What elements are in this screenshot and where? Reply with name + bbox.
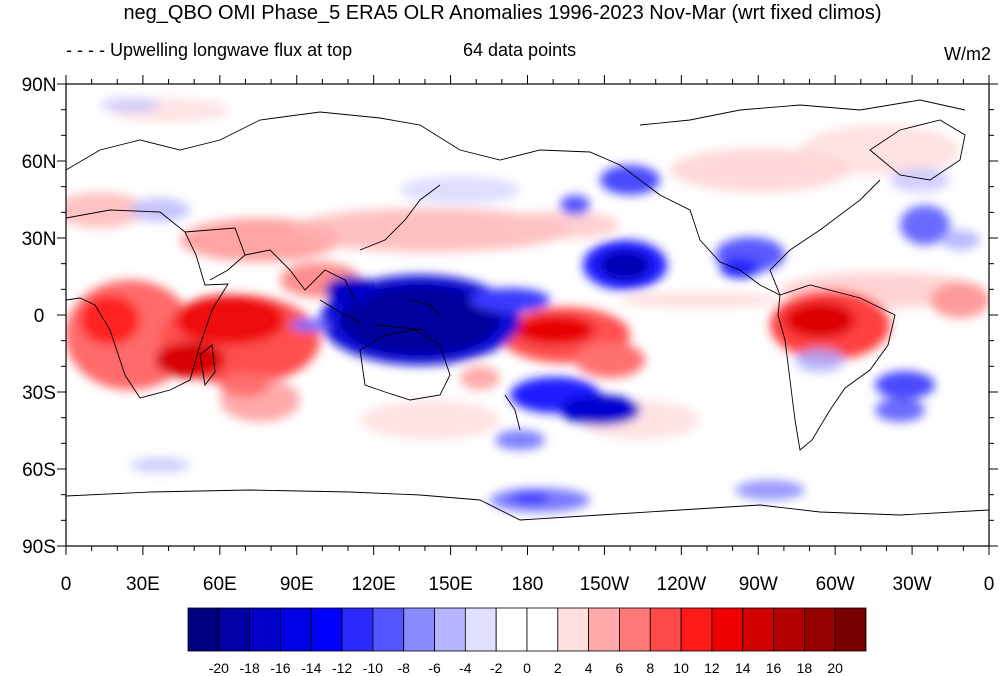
lon-label: 90W	[739, 574, 778, 595]
colorbar-swatch	[803, 607, 836, 652]
lon-label: 150W	[580, 574, 630, 595]
axis-ticks	[57, 75, 998, 555]
lon-label: 0	[984, 574, 995, 595]
data-points-subtitle: 64 data points	[463, 40, 577, 60]
lon-label: 180	[512, 574, 544, 595]
colorbar-label: 18	[797, 660, 813, 676]
colorbar-label: -2	[490, 660, 503, 676]
lat-label: 90S	[22, 537, 56, 558]
colorbar-swatch	[280, 607, 312, 652]
colorbar-label: 4	[585, 660, 593, 676]
colorbar-swatch	[218, 607, 251, 652]
colorbar-label: -20	[209, 660, 229, 676]
colorbar-label: -18	[240, 660, 260, 676]
anomaly-field	[66, 84, 989, 546]
colorbar-swatch	[588, 607, 620, 652]
colorbar-swatch	[526, 607, 559, 652]
colorbar-label: 8	[646, 660, 654, 676]
lon-label: 30W	[893, 574, 932, 595]
colorbar-label: 0	[523, 660, 531, 676]
colorbar-label: 10	[673, 660, 689, 676]
colorbar-label: -8	[398, 660, 411, 676]
map-title: neg_QBO OMI Phase_5 ERA5 OLR Anomalies 1…	[123, 2, 882, 24]
latitude-labels: 90N 60N 30N 0 30S 60S 90S	[22, 75, 57, 558]
lon-label: 150E	[428, 574, 472, 595]
colorbar-swatch	[680, 607, 713, 652]
units-label: W/m2	[944, 44, 991, 64]
lat-label: 0	[34, 306, 45, 327]
colorbar-swatch	[403, 607, 435, 652]
colorbar-label: -14	[301, 660, 321, 676]
colorbar-swatch	[372, 607, 405, 652]
colorbar-label: -10	[363, 660, 383, 676]
colorbar-label: 20	[827, 660, 843, 676]
lon-label: 120E	[351, 574, 395, 595]
colorbar-label: -4	[459, 660, 472, 676]
lon-label: 90E	[280, 574, 314, 595]
lat-label: 60S	[22, 460, 56, 481]
colorbar-swatch	[310, 607, 343, 652]
colorbar-swatch	[619, 607, 651, 652]
colorbar-swatch	[711, 607, 744, 652]
colorbar-swatch	[187, 607, 220, 652]
colorbar-swatch	[464, 607, 497, 652]
variable-subtitle: - - - - Upwelling longwave flux at top	[66, 40, 353, 60]
colorbar-label: 16	[766, 660, 782, 676]
lat-label: 60N	[22, 152, 57, 173]
colorbar-swatch	[834, 607, 867, 652]
colorbar-label: -12	[332, 660, 352, 676]
coastlines	[66, 99, 989, 521]
lon-label: 120W	[657, 574, 707, 595]
colorbar-swatch	[495, 607, 528, 652]
longitude-labels: 0 30E 60E 90E 120E 150E 180 150W 120W 90W 60W 30W 0	[61, 574, 995, 595]
lon-label: 30E	[126, 574, 160, 595]
colorbar-swatch	[249, 607, 281, 652]
colorbar-label: 12	[704, 660, 720, 676]
colorbar-label: -6	[428, 660, 441, 676]
lon-label: 0	[61, 574, 72, 595]
lon-label: 60W	[816, 574, 855, 595]
colorbar-label: 14	[735, 660, 751, 676]
colorbar-swatch	[649, 607, 682, 652]
colorbar-swatch	[341, 607, 374, 652]
colorbar-label: -16	[270, 660, 290, 676]
colorbar-label: 2	[554, 660, 562, 676]
lat-label: 90N	[22, 75, 57, 96]
colorbar-swatch	[773, 607, 805, 652]
colorbar-swatch	[434, 607, 466, 652]
colorbar-swatch	[557, 607, 590, 652]
colorbar: -20 -18 -16 -14 -12 -10 -8 -6 -4 -2 0 2 4 6 8 10 12 14 16 1…	[187, 607, 867, 676]
lat-label: 30N	[22, 229, 57, 250]
lat-label: 30S	[22, 383, 56, 404]
colorbar-swatch	[742, 607, 774, 652]
colorbar-label: 6	[616, 660, 624, 676]
lon-label: 60E	[203, 574, 237, 595]
